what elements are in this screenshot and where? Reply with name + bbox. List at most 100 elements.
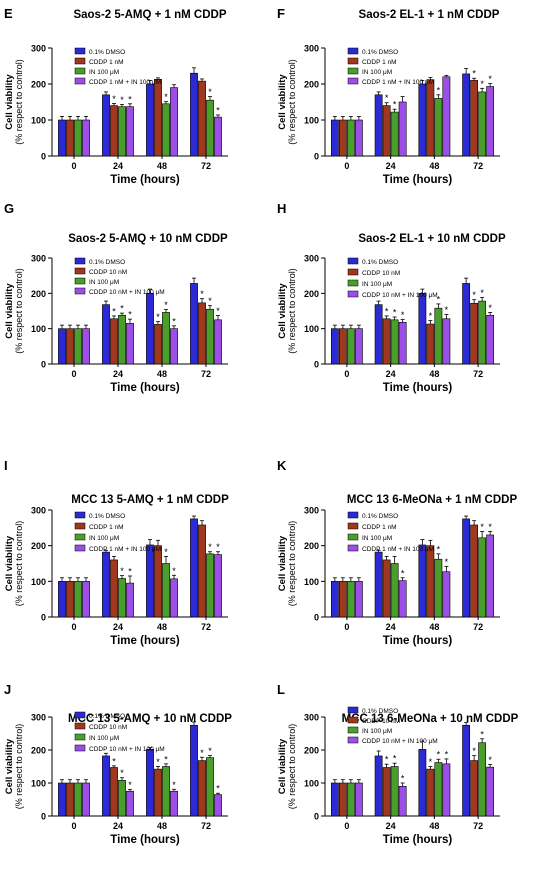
y-tick-label: 200: [31, 289, 46, 299]
significance-mark: *: [437, 85, 441, 95]
legend-swatch: [74, 287, 86, 295]
legend-label: IN 100 μM: [362, 69, 392, 76]
bar: [354, 328, 363, 365]
legend-swatch: [74, 257, 86, 265]
significance-mark: *: [120, 304, 124, 314]
x-tick-label: 24: [386, 622, 396, 632]
y-axis-label: Cell viability: [4, 738, 15, 794]
significance-mark: *: [445, 557, 449, 567]
y-tick-label: 300: [31, 506, 46, 516]
bar: [442, 571, 451, 618]
legend-label: IN 100 μM: [89, 735, 119, 742]
bar: [190, 724, 198, 817]
x-axis-label: Time (hours): [110, 635, 180, 647]
x-tick-label: 0: [344, 622, 349, 632]
bar: [82, 328, 90, 365]
chart-title: MCC 13 6-MeONa + 1 nM CDDP: [347, 494, 518, 506]
significance-mark: *: [200, 748, 204, 758]
legend-swatch: [74, 47, 86, 55]
bar: [330, 581, 339, 618]
bar: [110, 767, 118, 817]
legend-label: 0.1% DMSO: [362, 49, 398, 56]
y-axis-label: Cell viability: [4, 535, 15, 591]
significance-mark: *: [393, 754, 397, 764]
significance-mark: *: [216, 542, 220, 552]
chart-panel-k: K MCC 13 6-MeONa + 1 nM CDDP 0 100 200 300 Cel…: [277, 458, 517, 647]
significance-mark: *: [216, 306, 220, 316]
panel-letter: J: [4, 682, 11, 697]
x-tick-label: 72: [473, 821, 483, 831]
x-tick-label: 72: [201, 369, 211, 379]
bar: [426, 545, 435, 618]
y-axis-label-sub: (% respect to control): [287, 268, 297, 354]
panel-letter: G: [4, 201, 14, 216]
legend-swatch: [74, 67, 86, 75]
bar: [390, 563, 399, 618]
bar: [66, 119, 74, 157]
bar: [470, 80, 479, 157]
legend-swatch: [347, 522, 359, 530]
y-tick-label: 300: [304, 44, 319, 54]
y-tick-label: 100: [31, 324, 46, 334]
x-axis-label: Time (hours): [383, 174, 453, 186]
legend-label: CDDP 1 nM + IN 100 μM: [362, 79, 434, 86]
x-axis-label: Time (hours): [110, 834, 180, 846]
significance-mark: *: [385, 93, 389, 103]
significance-mark: *: [401, 310, 405, 320]
x-tick-label: 48: [429, 622, 439, 632]
bar: [382, 559, 391, 618]
significance-mark: *: [164, 547, 168, 557]
legend-swatch: [347, 77, 359, 85]
legend-label: IN 100 μM: [89, 279, 119, 286]
x-axis-label: Time (hours): [383, 635, 453, 647]
y-tick-label: 300: [304, 506, 319, 516]
significance-mark: *: [401, 568, 405, 578]
x-axis-label: Time (hours): [110, 382, 180, 394]
bar: [126, 323, 134, 365]
panel-letter: I: [4, 458, 8, 473]
bar: [58, 782, 66, 817]
significance-mark: *: [172, 566, 176, 576]
bar: [118, 780, 126, 817]
significance-mark: *: [437, 544, 441, 554]
significance-mark: *: [385, 306, 389, 316]
bar: [462, 724, 471, 817]
legend-swatch: [347, 706, 359, 714]
bar: [330, 782, 339, 817]
x-tick-label: 72: [473, 369, 483, 379]
bar: [110, 105, 118, 157]
x-tick-label: 0: [71, 161, 76, 171]
y-tick-label: 0: [41, 152, 46, 162]
y-tick-label: 200: [304, 746, 319, 756]
bar: [346, 119, 355, 157]
x-axis-label: Time (hours): [383, 834, 453, 846]
bar: [82, 581, 90, 618]
legend-swatch: [74, 544, 86, 552]
legend-label: CDDP 1 nM + IN 100 μM: [362, 546, 434, 553]
x-tick-label: 0: [71, 369, 76, 379]
bar: [146, 749, 154, 817]
legend-label: CDDP 1 nM + IN 100 μM: [89, 546, 161, 553]
legend-label: CDDP 1 nM + IN 100 μM: [89, 79, 161, 86]
significance-mark: *: [128, 310, 132, 320]
bar: [478, 537, 487, 618]
y-axis-label-sub: (% respect to control): [14, 724, 24, 810]
bar: [398, 580, 407, 618]
bar: [398, 785, 407, 817]
bar: [486, 86, 495, 157]
y-tick-label: 200: [304, 289, 319, 299]
bar: [374, 551, 383, 618]
x-tick-label: 0: [71, 821, 76, 831]
bar: [170, 790, 178, 817]
significance-mark: *: [472, 69, 476, 79]
x-axis-label: Time (hours): [110, 174, 180, 186]
legend-label: 0.1% DMSO: [89, 259, 125, 266]
significance-mark: *: [480, 729, 484, 739]
significance-mark: *: [429, 757, 433, 767]
bar: [338, 581, 347, 618]
significance-mark: *: [480, 288, 484, 298]
bar: [486, 534, 495, 618]
legend-label: CDDP 10 nM + IN 100 μM: [89, 289, 165, 296]
significance-mark: *: [112, 756, 116, 766]
significance-mark: *: [156, 757, 160, 767]
